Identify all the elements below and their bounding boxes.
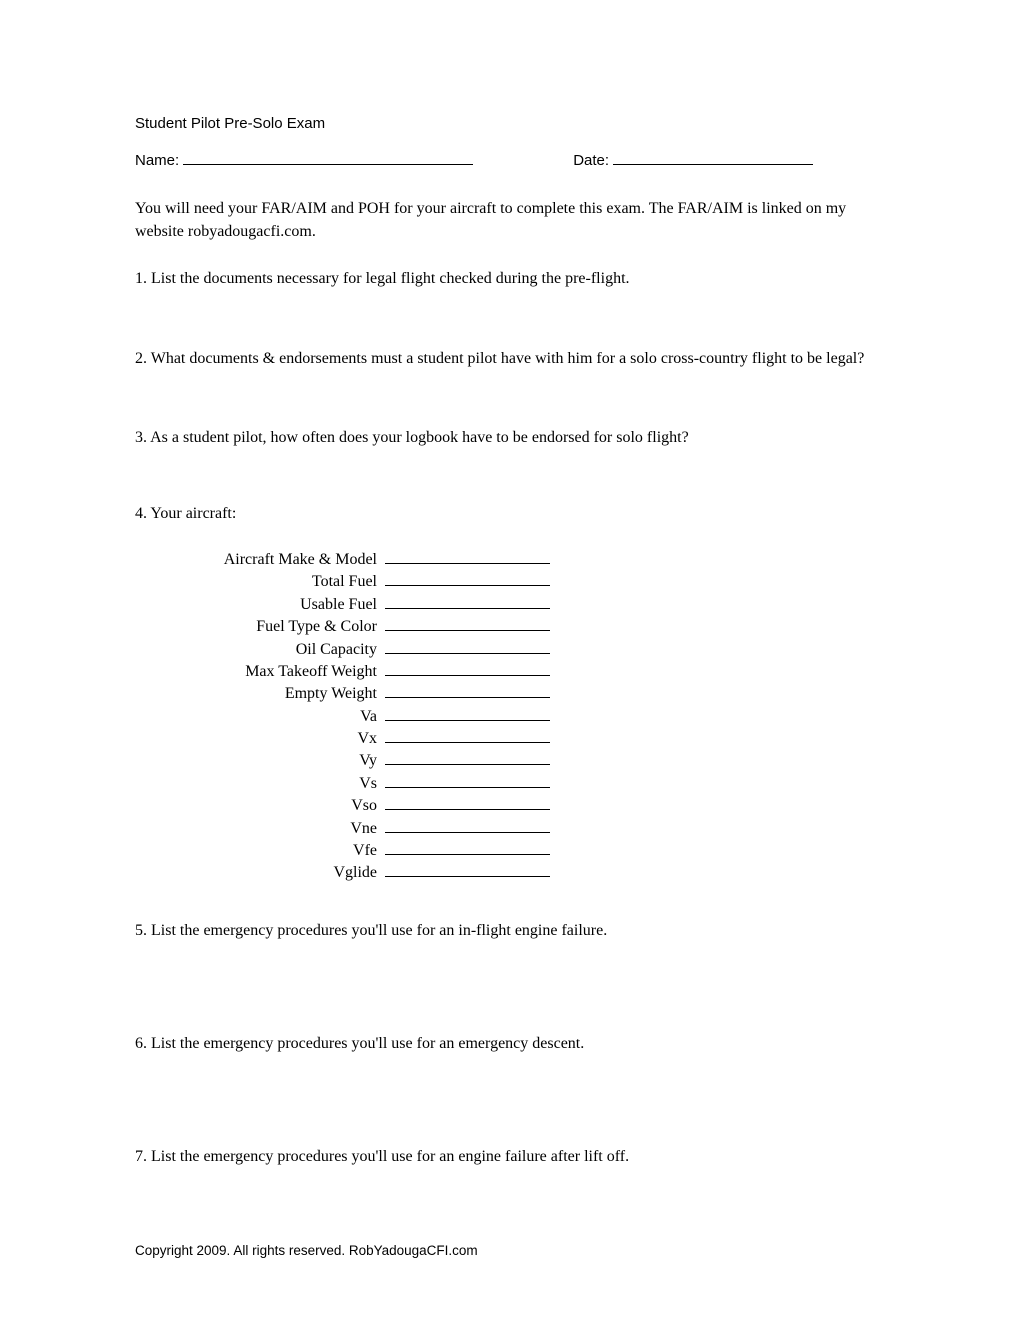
aircraft-field-label: Vglide xyxy=(135,862,385,884)
aircraft-field-label: Usable Fuel xyxy=(135,594,385,616)
aircraft-field-label: Vs xyxy=(135,773,385,795)
question-4: 4. Your aircraft: xyxy=(135,505,885,523)
name-date-row: Name: Date: xyxy=(135,152,885,169)
name-block: Name: xyxy=(135,152,473,169)
aircraft-field-label: Empty Weight xyxy=(135,683,385,705)
aircraft-field-label: Vne xyxy=(135,818,385,840)
question-3: 3. As a student pilot, how often does yo… xyxy=(135,426,885,449)
question-5: 5. List the emergency procedures you'll … xyxy=(135,919,885,942)
date-input-line[interactable] xyxy=(613,164,813,165)
aircraft-field-blank[interactable] xyxy=(385,832,550,833)
aircraft-field-blank[interactable] xyxy=(385,742,550,743)
aircraft-row: Vglide xyxy=(135,862,885,884)
aircraft-field-label: Aircraft Make & Model xyxy=(135,549,385,571)
aircraft-row: Vy xyxy=(135,750,885,772)
copyright-footer: Copyright 2009. All rights reserved. Rob… xyxy=(135,1243,478,1258)
aircraft-field-label: Oil Capacity xyxy=(135,639,385,661)
intro-text: You will need your FAR/AIM and POH for y… xyxy=(135,197,885,243)
question-2: 2. What documents & endorsements must a … xyxy=(135,347,885,370)
aircraft-field-label: Max Takeoff Weight xyxy=(135,661,385,683)
aircraft-field-blank[interactable] xyxy=(385,608,550,609)
aircraft-field-blank[interactable] xyxy=(385,585,550,586)
aircraft-row: Usable Fuel xyxy=(135,594,885,616)
aircraft-field-label: Fuel Type & Color xyxy=(135,616,385,638)
date-label: Date: xyxy=(573,152,609,169)
aircraft-row: Total Fuel xyxy=(135,571,885,593)
aircraft-row: Va xyxy=(135,706,885,728)
question-7: 7. List the emergency procedures you'll … xyxy=(135,1145,885,1168)
aircraft-row: Vso xyxy=(135,795,885,817)
aircraft-field-label: Vy xyxy=(135,750,385,772)
aircraft-row: Empty Weight xyxy=(135,683,885,705)
aircraft-field-blank[interactable] xyxy=(385,697,550,698)
aircraft-field-blank[interactable] xyxy=(385,854,550,855)
aircraft-row: Fuel Type & Color xyxy=(135,616,885,638)
aircraft-field-blank[interactable] xyxy=(385,787,550,788)
aircraft-field-label: Va xyxy=(135,706,385,728)
aircraft-field-label: Total Fuel xyxy=(135,571,385,593)
name-input-line[interactable] xyxy=(183,164,473,165)
aircraft-field-blank[interactable] xyxy=(385,653,550,654)
aircraft-field-blank[interactable] xyxy=(385,764,550,765)
aircraft-field-label: Vfe xyxy=(135,840,385,862)
aircraft-field-blank[interactable] xyxy=(385,809,550,810)
exam-title: Student Pilot Pre-Solo Exam xyxy=(135,115,885,132)
aircraft-field-blank[interactable] xyxy=(385,630,550,631)
aircraft-row: Vs xyxy=(135,773,885,795)
aircraft-row: Vne xyxy=(135,818,885,840)
aircraft-field-label: Vso xyxy=(135,795,385,817)
aircraft-field-blank[interactable] xyxy=(385,675,550,676)
aircraft-field-blank[interactable] xyxy=(385,563,550,564)
aircraft-row: Vfe xyxy=(135,840,885,862)
aircraft-field-blank[interactable] xyxy=(385,720,550,721)
aircraft-row: Aircraft Make & Model xyxy=(135,549,885,571)
aircraft-row: Vx xyxy=(135,728,885,750)
aircraft-field-blank[interactable] xyxy=(385,876,550,877)
aircraft-field-label: Vx xyxy=(135,728,385,750)
date-block: Date: xyxy=(573,152,813,169)
name-label: Name: xyxy=(135,152,179,169)
aircraft-table: Aircraft Make & Model Total Fuel Usable … xyxy=(135,549,885,885)
aircraft-row: Oil Capacity xyxy=(135,639,885,661)
question-1: 1. List the documents necessary for lega… xyxy=(135,267,885,290)
aircraft-row: Max Takeoff Weight xyxy=(135,661,885,683)
question-6: 6. List the emergency procedures you'll … xyxy=(135,1032,885,1055)
